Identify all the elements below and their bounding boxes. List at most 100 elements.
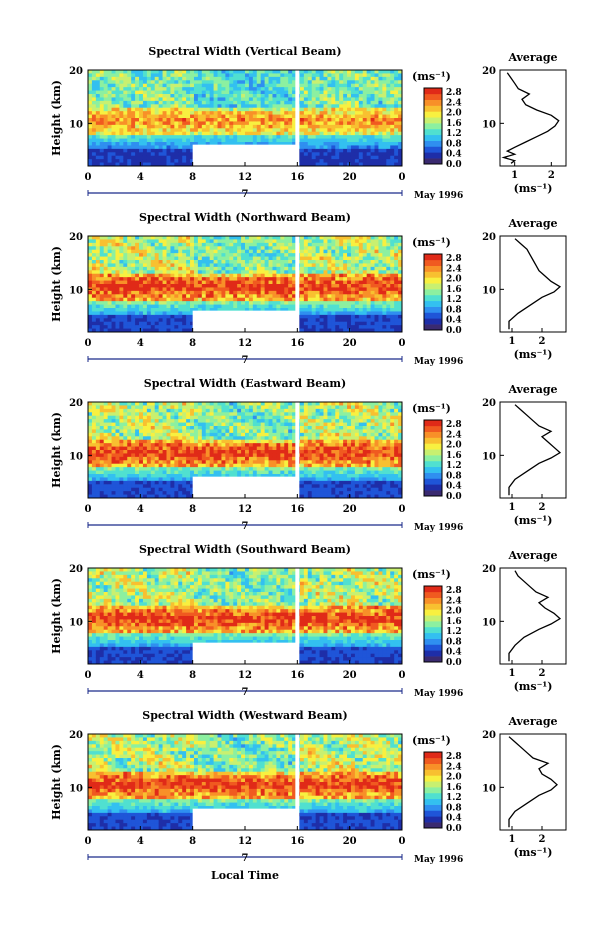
- heatmap-cell: [264, 138, 269, 143]
- heatmap-cell: [264, 280, 269, 285]
- heatmap-cell: [252, 83, 258, 88]
- heatmap-cell: [170, 287, 175, 292]
- heatmap-cell: [335, 162, 340, 167]
- heatmap-cell: [390, 83, 395, 88]
- heatmap-cell: [292, 294, 297, 299]
- heatmap-cell: [135, 426, 140, 430]
- heatmap-cell: [390, 148, 395, 153]
- heatmap-cell: [111, 83, 116, 88]
- heatmap-cell: [268, 287, 273, 292]
- heatmap-cell: [248, 138, 254, 143]
- heatmap-cell: [88, 87, 93, 91]
- heatmap-cell: [91, 73, 97, 78]
- heatmap-cell: [150, 321, 156, 326]
- heatmap-cell: [99, 432, 105, 437]
- heatmap-cell: [327, 304, 332, 309]
- heatmap-cell: [170, 94, 175, 98]
- heatmap-cell: [197, 90, 203, 95]
- heatmap-cell: [272, 263, 277, 268]
- heatmap-cell: [139, 308, 144, 312]
- heatmap-cell: [115, 487, 120, 492]
- heatmap-cell: [276, 253, 281, 257]
- heatmap-cell: [131, 432, 136, 437]
- heatmap-cell: [158, 314, 163, 319]
- heatmap-cell: [276, 128, 281, 133]
- heatmap-cell: [256, 260, 262, 264]
- heatmap-cell: [174, 87, 179, 91]
- heatmap-cell: [209, 70, 215, 74]
- heatmap-cell: [107, 152, 112, 157]
- colorbar-swatch: [424, 271, 442, 278]
- heatmap-cell: [150, 249, 156, 254]
- heatmap-cell: [166, 260, 171, 264]
- heatmap-cell: [217, 297, 222, 302]
- heatmap-cell: [315, 284, 320, 288]
- heatmap-cell: [166, 131, 171, 136]
- heatmap-cell: [366, 328, 372, 333]
- heatmap-cell: [103, 484, 109, 489]
- heatmap-cell: [88, 494, 93, 499]
- heatmap-cell: [378, 145, 383, 150]
- heatmap-cell: [299, 94, 305, 98]
- heatmap-cell: [99, 128, 105, 133]
- heatmap-cell: [248, 273, 254, 278]
- heatmap-cell: [170, 280, 175, 285]
- heatmap-cell: [107, 249, 112, 254]
- heatmap-cell: [370, 260, 375, 264]
- heatmap-cell: [323, 135, 328, 139]
- heatmap-cell: [99, 290, 105, 295]
- heatmap-cell: [131, 145, 136, 150]
- heatmap-cell: [166, 97, 171, 102]
- heatmap-cell: [386, 270, 391, 275]
- heatmap-cell: [127, 325, 132, 329]
- heatmap-cell: [350, 138, 356, 143]
- heatmap-cell: [131, 70, 136, 74]
- heatmap-cell: [394, 318, 399, 323]
- heatmap-cell: [350, 83, 356, 88]
- heatmap-cell: [233, 287, 238, 292]
- heatmap-cell: [158, 152, 163, 157]
- heatmap-cell: [248, 135, 254, 139]
- heatmap-cell: [115, 162, 120, 167]
- heatmap-cell: [398, 321, 403, 326]
- heatmap-cell: [197, 121, 203, 126]
- heatmap-cell: [166, 145, 171, 150]
- heatmap-cell: [233, 280, 238, 285]
- heatmap-cell: [272, 73, 277, 78]
- heatmap-cell: [241, 111, 246, 115]
- heatmap-cell: [119, 152, 124, 157]
- heatmap-cell: [213, 273, 218, 278]
- heatmap-cell: [315, 162, 320, 167]
- heatmap-cell: [233, 70, 238, 74]
- heatmap-cell: [201, 80, 207, 85]
- heatmap-cell: [107, 480, 112, 485]
- heatmap-cell: [327, 277, 332, 281]
- heatmap-cell: [331, 263, 336, 268]
- heatmap-cell: [115, 446, 120, 451]
- heatmap-cell: [91, 97, 97, 102]
- heatmap-cell: [315, 104, 320, 109]
- heatmap-cell: [299, 236, 305, 240]
- heatmap-cell: [347, 318, 352, 323]
- heatmap-cell: [135, 480, 140, 485]
- heatmap-cell: [343, 294, 348, 299]
- heatmap-cell: [162, 277, 167, 281]
- heatmap-cell: [162, 138, 167, 143]
- heatmap-cell: [217, 284, 222, 288]
- heatmap-cell: [139, 408, 144, 413]
- heatmap-cell: [358, 304, 364, 309]
- heatmap-cell: [174, 104, 179, 109]
- heatmap-cell: [362, 107, 368, 112]
- heatmap-cell: [374, 301, 379, 305]
- heatmap-cell: [252, 249, 258, 254]
- heatmap-cell: [358, 246, 364, 251]
- heatmap-cell: [88, 260, 93, 264]
- heatmap-cell: [166, 94, 171, 98]
- heatmap-cell: [225, 290, 230, 295]
- heatmap-cell: [91, 239, 97, 244]
- heatmap-cell: [272, 104, 277, 109]
- heatmap-cell: [131, 100, 136, 105]
- heatmap-cell: [201, 253, 207, 257]
- heatmap-cell: [398, 311, 403, 316]
- heatmap-cell: [127, 162, 132, 167]
